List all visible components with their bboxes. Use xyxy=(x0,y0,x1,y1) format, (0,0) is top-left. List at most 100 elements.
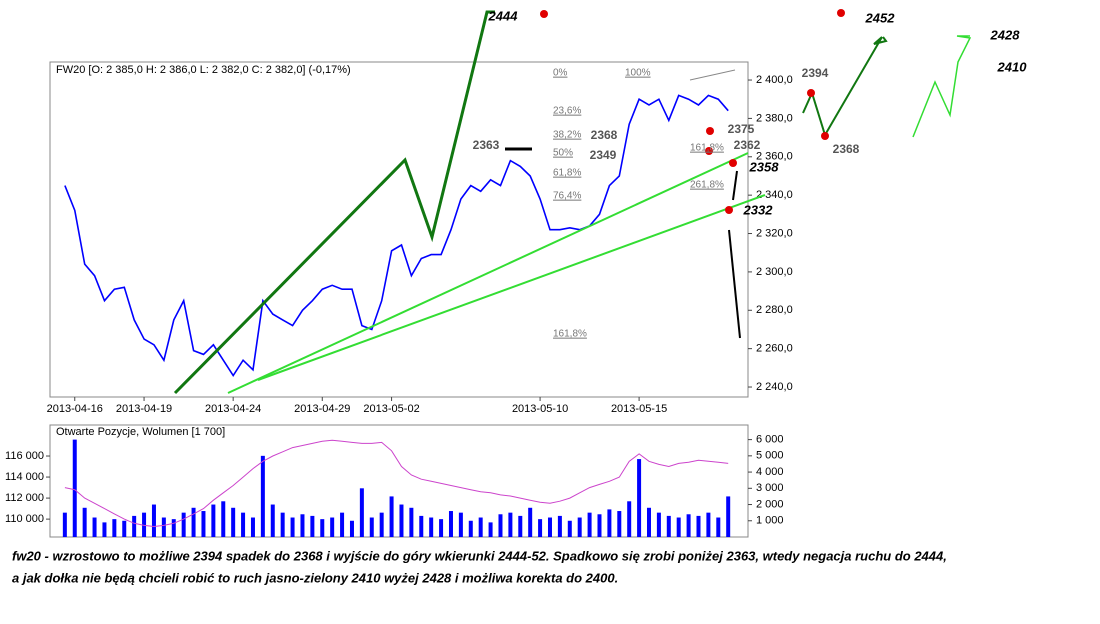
y2-tick-label: 5 000 xyxy=(756,450,784,462)
volume-bar xyxy=(102,522,107,537)
fib-label: 61,8% xyxy=(553,168,581,179)
fib-label: 161,8% xyxy=(690,143,724,154)
path-light xyxy=(912,35,972,138)
volume-bar xyxy=(231,507,236,537)
volume-bar xyxy=(488,522,493,537)
y-tick-label: 2 400,0 xyxy=(756,74,793,86)
volume-bar xyxy=(627,501,632,537)
trend-light xyxy=(257,194,766,381)
annotation: 2332 xyxy=(743,202,774,217)
path-down xyxy=(732,170,738,201)
trend-light xyxy=(227,152,749,394)
volume-bar xyxy=(241,512,246,537)
annotation: 2410 xyxy=(997,59,1028,74)
volume-bar xyxy=(112,519,117,537)
volume-bar xyxy=(340,512,345,537)
y-tick-label: 112 000 xyxy=(5,492,44,504)
y-tick-label: 2 260,0 xyxy=(756,343,793,355)
drawings xyxy=(173,9,972,395)
fib-label: 50% xyxy=(553,148,573,159)
volume-bar xyxy=(151,504,156,537)
point xyxy=(729,159,737,167)
point xyxy=(725,206,733,214)
volume-bar xyxy=(72,439,77,537)
volume-bar xyxy=(92,517,97,537)
volume-bar xyxy=(290,517,295,537)
volume-bar xyxy=(201,511,206,537)
y-tick-label: 2 300,0 xyxy=(756,266,793,278)
volume-bar xyxy=(538,519,543,537)
fib-label: 261,8% xyxy=(690,180,724,191)
volume-bar xyxy=(666,515,671,537)
annotation: 2428 xyxy=(990,27,1021,42)
caption: a jak dołka nie będą chcieli robić to ru… xyxy=(12,570,618,585)
volume-bar xyxy=(508,512,513,537)
volume-bar xyxy=(439,519,444,537)
y-tick-label: 114 000 xyxy=(5,471,44,483)
point xyxy=(706,127,714,135)
volume-bar xyxy=(369,517,374,537)
y-tick-label: 2 280,0 xyxy=(756,304,793,316)
volume-bar xyxy=(726,496,731,537)
x-tick-label: 2013-04-29 xyxy=(294,403,350,415)
volume-bar xyxy=(637,459,642,537)
x-tick-label: 2013-04-24 xyxy=(205,403,261,415)
volume-bar xyxy=(191,507,196,537)
fib-label: 161,8% xyxy=(553,329,587,340)
y-tick-label: 2 340,0 xyxy=(756,189,793,201)
volume-bar xyxy=(686,514,691,537)
fib-label: 100% xyxy=(625,68,651,79)
volume-bar xyxy=(122,520,127,537)
volume-bar xyxy=(161,517,166,537)
y2-tick-label: 1 000 xyxy=(756,515,784,527)
volume-bar xyxy=(280,512,285,537)
annotation: 2363 xyxy=(473,138,500,152)
x-tick-label: 2013-04-19 xyxy=(116,403,172,415)
chart-title: Otwarte Pozycje, Wolumen [1 700] xyxy=(56,426,225,438)
volume-bar xyxy=(250,517,255,537)
volume-bar xyxy=(132,515,137,537)
volume-bar xyxy=(656,512,661,537)
volume-bar xyxy=(419,515,424,537)
volume-bar xyxy=(528,507,533,537)
y-tick-label: 2 240,0 xyxy=(756,381,793,393)
volume-bar xyxy=(498,514,503,537)
volume-bar xyxy=(429,517,434,537)
caption: fw20 - wzrostowo to możliwe 2394 spadek … xyxy=(12,548,947,563)
volume-bar xyxy=(547,517,552,537)
chart-title: FW20 [O: 2 385,0 H: 2 386,0 L: 2 382,0 C… xyxy=(56,64,351,76)
annotation: 2452 xyxy=(865,10,896,25)
annotation: 2358 xyxy=(749,159,780,174)
volume-bar xyxy=(389,496,394,537)
y2-tick-label: 2 000 xyxy=(756,498,784,510)
volume-bar xyxy=(597,514,602,537)
x-tick-label: 2013-04-16 xyxy=(47,403,103,415)
volume-bar xyxy=(617,511,622,537)
volume-bar xyxy=(478,517,483,537)
x-tick-label: 2013-05-02 xyxy=(363,403,419,415)
y2-tick-label: 4 000 xyxy=(756,466,784,478)
volume-bar xyxy=(518,515,523,537)
trend-dark xyxy=(173,10,495,395)
annotation: 2362 xyxy=(734,138,761,152)
volume-bar xyxy=(607,509,612,537)
volume-bar xyxy=(716,517,721,537)
volume-bar xyxy=(270,504,275,537)
x-tick-label: 2013-05-15 xyxy=(611,403,667,415)
annotation: 2349 xyxy=(590,148,617,162)
annotation: 2375 xyxy=(728,122,755,136)
volume-bar xyxy=(567,520,572,537)
volume-bar xyxy=(260,455,265,537)
volume-bar xyxy=(310,515,315,537)
volume-bar xyxy=(458,512,463,537)
fib-line xyxy=(689,69,736,81)
volume-bar xyxy=(399,504,404,537)
volume-bar xyxy=(577,517,582,537)
x-tick-label: 2013-05-10 xyxy=(512,403,568,415)
point xyxy=(837,9,845,17)
y-tick-label: 2 360,0 xyxy=(756,151,793,163)
volume-bar xyxy=(676,517,681,537)
volume-bar xyxy=(379,512,384,537)
point xyxy=(540,10,548,18)
volume-bar xyxy=(409,507,414,537)
